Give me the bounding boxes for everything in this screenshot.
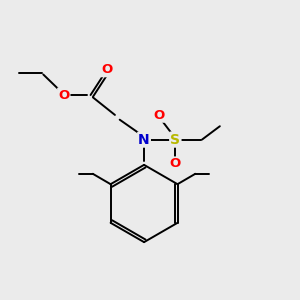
Text: O: O [169,158,181,170]
Text: O: O [101,63,112,76]
Text: O: O [153,109,164,122]
Text: O: O [58,88,69,101]
Text: S: S [170,133,180,147]
Text: N: N [138,133,150,147]
